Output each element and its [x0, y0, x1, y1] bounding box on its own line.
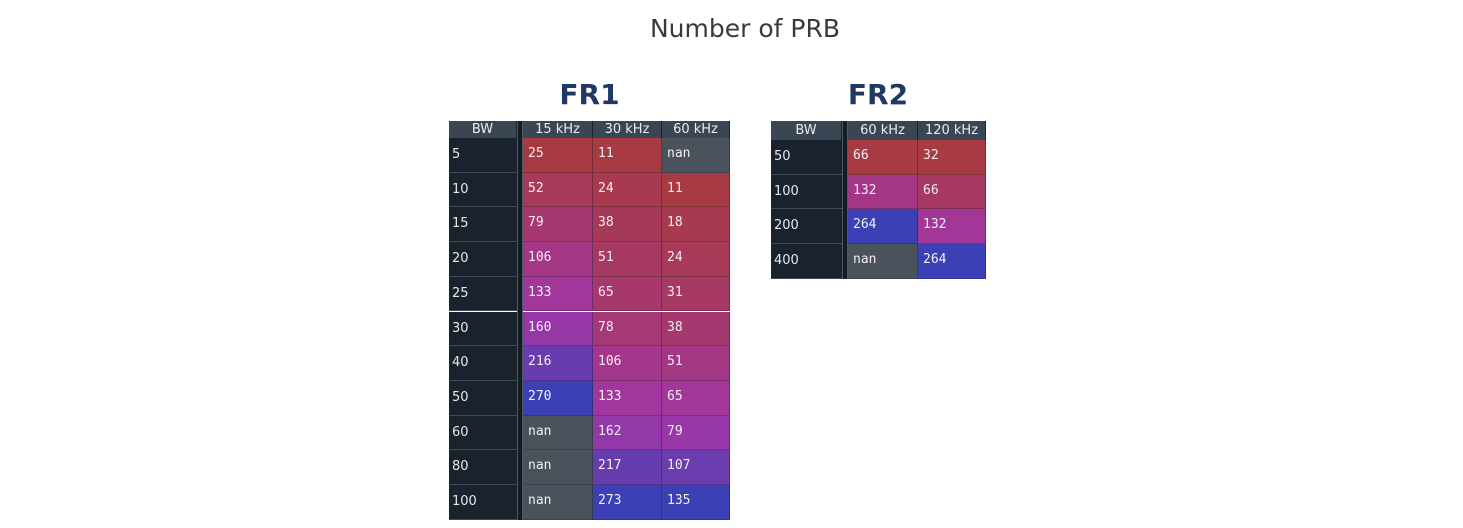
heatmap-cell: 65: [593, 276, 662, 312]
heatmap-cell: 38: [662, 311, 730, 347]
heatmap-cell: 132: [848, 174, 918, 210]
heatmap-cell: 38: [593, 207, 662, 243]
heatmap-cell: 24: [593, 172, 662, 208]
heatmap-cell: nan: [848, 244, 918, 279]
heatmap-cell: 273: [593, 485, 662, 520]
heatmap-cell: 51: [593, 242, 662, 277]
column-header: 15 kHz: [523, 121, 593, 138]
column-header: 60 kHz: [662, 121, 730, 138]
heatmap-cell: 52: [523, 172, 593, 208]
row-label: 5: [449, 138, 517, 173]
heatmap-cell: 135: [662, 485, 730, 520]
page-title: Number of PRB: [649, 14, 840, 43]
fr1-title: FR1: [559, 78, 620, 111]
heatmap-cell: 217: [593, 450, 662, 485]
heatmap-cell: 106: [593, 346, 662, 381]
heatmap-cell: nan: [523, 450, 593, 485]
heatmap-cell: 133: [523, 276, 593, 312]
row-label: 100: [449, 485, 517, 520]
index-separator: [842, 121, 848, 279]
heatmap-cell: 107: [662, 450, 730, 485]
index-separator: [517, 121, 523, 520]
heatmap-cell: 18: [662, 207, 730, 243]
row-label: 10: [449, 172, 517, 208]
heatmap-cell: 66: [918, 174, 986, 210]
heatmap-cell: 79: [523, 207, 593, 243]
fr2-table: FR2 BW 60 kHz 120 kHz 50 66 32 100 132 66 200 264 1…: [771, 78, 986, 280]
heatmap-cell: 132: [918, 209, 986, 245]
heatmap-cell: 24: [662, 242, 730, 277]
row-label: 50: [771, 140, 842, 175]
row-label: 400: [771, 244, 842, 279]
heatmap-cell: 65: [662, 380, 730, 416]
row-label: 20: [449, 242, 517, 277]
heatmap-cell: nan: [523, 415, 593, 451]
heatmap-cell: 78: [593, 311, 662, 347]
row-label: 200: [771, 209, 842, 245]
heatmap-cell: 264: [918, 244, 986, 279]
heatmap-cell: 32: [918, 140, 986, 175]
column-header: 120 kHz: [918, 121, 986, 140]
heatmap-cell: 11: [593, 138, 662, 173]
index-header: BW: [449, 121, 517, 138]
heatmap-cell: 216: [523, 346, 593, 381]
heatmap-cell: 31: [662, 276, 730, 312]
heatmap-cell: 11: [662, 172, 730, 208]
heatmap-cell: 25: [523, 138, 593, 173]
heatmap-cell: 106: [523, 242, 593, 277]
row-label: 25: [449, 276, 517, 312]
row-label: 100: [771, 174, 842, 210]
column-header: 60 kHz: [848, 121, 918, 140]
row-label: 80: [449, 450, 517, 485]
row-label: 30: [449, 311, 517, 347]
heatmap-cell: 162: [593, 415, 662, 451]
index-header: BW: [771, 121, 842, 140]
row-label: 60: [449, 415, 517, 451]
heatmap-cell: 133: [593, 380, 662, 416]
heatmap-cell: 79: [662, 415, 730, 451]
row-label: 40: [449, 346, 517, 381]
heatmap-cell: 66: [848, 140, 918, 175]
fr1-table: FR1 BW 15 kHz 30 kHz 60 kHz 5 25 11 nan 10 52 24 11…: [449, 78, 730, 520]
heatmap-cell: 270: [523, 380, 593, 416]
heatmap-cell: 160: [523, 311, 593, 347]
heatmap-cell: 264: [848, 209, 918, 245]
row-label: 15: [449, 207, 517, 243]
heatmap-cell: nan: [523, 485, 593, 520]
heatmap-cell: 51: [662, 346, 730, 381]
heatmap-cell: nan: [662, 138, 730, 173]
row-label: 50: [449, 380, 517, 416]
fr2-title: FR2: [847, 78, 909, 111]
column-header: 30 kHz: [593, 121, 662, 138]
